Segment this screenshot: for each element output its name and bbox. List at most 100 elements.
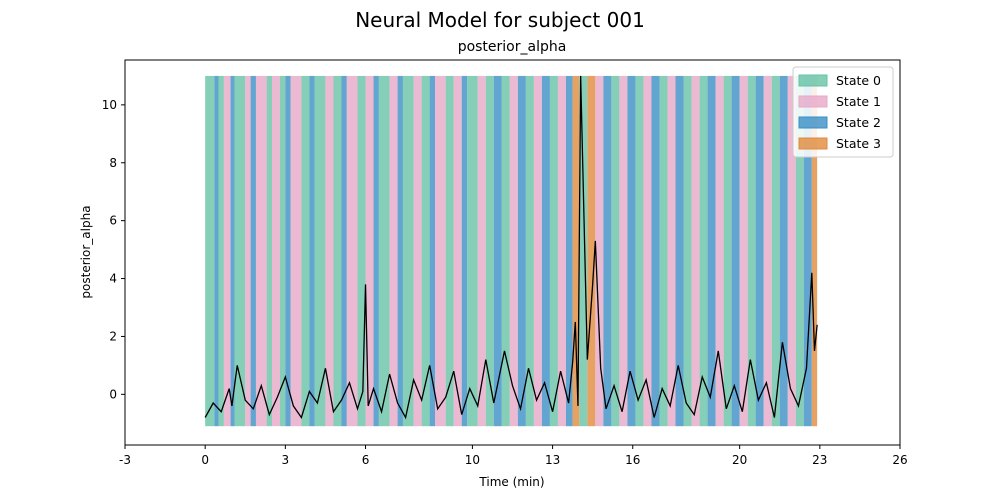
- plot-frame: [124, 59, 901, 446]
- state-band-1-54: [619, 75, 628, 427]
- state-band-0-21: [357, 75, 366, 427]
- legend-label-state-0: State 0: [836, 73, 881, 88]
- state-band-0-32: [445, 75, 454, 427]
- state-band-1-63: [691, 75, 700, 427]
- state-band-0-59: [659, 75, 668, 427]
- x-tick-label: 16: [625, 453, 640, 467]
- state-band-1-57: [643, 75, 652, 427]
- state-band-0-11: [280, 75, 286, 427]
- state-band-0-5: [234, 75, 246, 427]
- state-band-1-13: [290, 75, 302, 427]
- legend-label-state-3: State 3: [836, 136, 881, 151]
- state-band-0-18: [333, 75, 342, 427]
- data-line-group: [204, 75, 818, 420]
- x-tick-label: 13: [545, 453, 560, 467]
- state-band-2-65: [707, 75, 716, 427]
- state-band-0-62: [683, 75, 692, 427]
- state-band-0-70: [747, 75, 756, 427]
- state-band-1-51: [595, 75, 604, 427]
- state-band-1-43: [533, 75, 542, 427]
- state-band-2-23: [373, 75, 379, 427]
- state-band-3-78: [811, 75, 818, 427]
- x-tick-label: 20: [732, 453, 747, 467]
- state-band-0-76: [795, 75, 804, 427]
- state-band-1-66: [715, 75, 724, 427]
- state-band-2-68: [731, 75, 740, 427]
- axes-title: posterior_alpha: [458, 39, 567, 55]
- figure-suptitle: Neural Model for subject 001: [355, 8, 645, 32]
- state-band-2-1: [214, 75, 219, 427]
- y-tick-label: 6: [109, 214, 117, 228]
- state-band-0-53: [611, 75, 620, 427]
- state-band-1-36: [477, 75, 486, 427]
- state-band-0-35: [467, 75, 478, 427]
- state-band-0-45: [549, 75, 558, 427]
- legend-swatch-state-3: [798, 137, 828, 150]
- state-band-1-17: [325, 75, 334, 427]
- y-tick-label: 0: [109, 387, 117, 401]
- state-band-3-50: [587, 75, 596, 427]
- state-band-1-40: [509, 75, 518, 427]
- state-band-2-74: [779, 75, 788, 427]
- state-band-1-25: [389, 75, 398, 427]
- state-band-0-39: [501, 75, 510, 427]
- y-tick-label: 8: [109, 156, 117, 170]
- state-band-0-29: [421, 75, 430, 427]
- state-bands: [205, 75, 818, 427]
- state-band-2-38: [493, 75, 502, 427]
- state-band-1-20: [346, 75, 358, 427]
- data-line-series-0: [204, 75, 818, 420]
- state-band-2-30: [429, 75, 435, 427]
- state-band-1-28: [413, 75, 422, 427]
- state-band-0-2: [218, 75, 224, 427]
- state-band-1-33: [453, 75, 462, 427]
- state-band-0-14: [301, 75, 310, 427]
- x-tick-label: 26: [892, 453, 907, 467]
- state-band-0-56: [635, 75, 644, 427]
- state-band-0-49: [579, 75, 588, 427]
- state-band-2-26: [397, 75, 403, 427]
- x-tick-label: 3: [282, 453, 290, 467]
- legend-swatch-state-1: [798, 95, 828, 108]
- state-band-2-44: [541, 75, 550, 427]
- legend-swatch-state-0: [798, 74, 828, 87]
- state-band-1-31: [435, 75, 446, 427]
- state-band-1-3: [223, 75, 231, 427]
- state-band-2-12: [285, 75, 291, 427]
- state-band-1-72: [763, 75, 772, 427]
- x-tick-label: 23: [812, 453, 827, 467]
- y-tick-label: 10: [102, 98, 117, 112]
- x-tick-label: 10: [465, 453, 480, 467]
- state-band-0-37: [485, 75, 494, 427]
- state-band-1-6: [245, 75, 251, 427]
- state-band-2-4: [230, 75, 235, 427]
- state-band-1-75: [787, 75, 796, 427]
- state-band-0-42: [525, 75, 534, 427]
- legend-label-state-1: State 1: [836, 94, 881, 109]
- state-band-1-60: [667, 75, 676, 427]
- state-band-1-69: [739, 75, 748, 427]
- state-band-0-24: [378, 75, 390, 427]
- state-band-0-0: [205, 75, 215, 427]
- state-band-0-27: [402, 75, 414, 427]
- state-band-1-22: [365, 75, 374, 427]
- legend-frame: [792, 66, 894, 158]
- legend-swatch-state-2: [798, 116, 828, 129]
- state-band-2-7: [250, 75, 256, 427]
- x-axis-label: Time (min): [478, 475, 544, 489]
- state-band-2-58: [651, 75, 660, 427]
- state-band-2-47: [565, 75, 573, 427]
- state-band-2-34: [461, 75, 468, 427]
- state-band-0-64: [699, 75, 708, 427]
- state-band-0-67: [723, 75, 732, 427]
- legend-label-state-2: State 2: [836, 115, 881, 130]
- state-band-1-10: [271, 75, 280, 427]
- state-band-2-61: [675, 75, 684, 427]
- state-band-2-52: [603, 75, 612, 427]
- state-band-0-16: [314, 75, 326, 427]
- state-band-0-9: [266, 75, 272, 427]
- y-axis-label: posterior_alpha: [79, 205, 93, 298]
- state-band-2-15: [309, 75, 315, 427]
- state-band-3-48: [572, 75, 580, 427]
